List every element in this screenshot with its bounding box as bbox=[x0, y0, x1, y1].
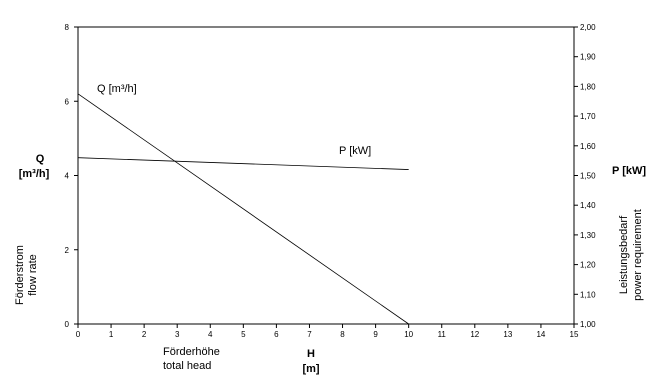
right-tick-label: 1,20 bbox=[580, 261, 596, 270]
x-axis-ticks: 0 1 2 3 4 5 6 7 8 9 10 11 12 13 14 15 bbox=[76, 324, 579, 339]
left-axis-unit: [m³/h] bbox=[19, 168, 50, 180]
right-tick-label: 1,90 bbox=[580, 53, 596, 62]
right-tick-label: 1,80 bbox=[580, 82, 596, 91]
x-tick-label: 13 bbox=[503, 330, 512, 339]
x-axis-label-en: total head bbox=[163, 360, 211, 372]
x-tick-label: 5 bbox=[241, 330, 246, 339]
x-tick-label: 3 bbox=[175, 330, 180, 339]
series-label-q: Q [m³/h] bbox=[97, 83, 137, 95]
x-tick-label: 9 bbox=[373, 330, 378, 339]
right-tick-label: 1,10 bbox=[580, 290, 596, 299]
x-axis-unit: [m] bbox=[302, 363, 319, 375]
right-tick-label: 1,00 bbox=[580, 320, 596, 329]
right-axis-label-en: power requirement bbox=[632, 209, 644, 301]
left-tick-label: 2 bbox=[65, 246, 70, 255]
left-axis-ticks: 0 2 4 6 8 bbox=[65, 23, 78, 329]
right-axis-symbol: P [kW] bbox=[612, 165, 646, 177]
right-tick-label: 1,40 bbox=[580, 201, 596, 210]
x-tick-label: 8 bbox=[340, 330, 345, 339]
right-tick-label: 1,30 bbox=[580, 231, 596, 240]
right-axis-label-de: Leistungsbedarf bbox=[618, 215, 630, 294]
left-axis-symbol: Q bbox=[36, 153, 45, 165]
right-tick-label: 1,50 bbox=[580, 172, 596, 181]
x-tick-label: 7 bbox=[307, 330, 312, 339]
x-tick-label: 1 bbox=[109, 330, 114, 339]
plot-frame bbox=[77, 26, 575, 325]
left-tick-label: 8 bbox=[65, 23, 70, 32]
series-line-0 bbox=[77, 93, 409, 325]
left-tick-label: 0 bbox=[65, 320, 70, 329]
x-axis-symbol: H bbox=[307, 348, 315, 360]
x-tick-label: 12 bbox=[470, 330, 479, 339]
right-tick-label: 2,00 bbox=[580, 23, 596, 32]
x-tick-label: 6 bbox=[274, 330, 279, 339]
series-line-1 bbox=[77, 157, 409, 170]
right-tick-label: 1,70 bbox=[580, 112, 596, 121]
x-tick-label: 2 bbox=[142, 330, 147, 339]
series-lines bbox=[77, 93, 409, 325]
left-axis-label-de: Förderstrom bbox=[14, 245, 26, 305]
x-tick-label: 4 bbox=[208, 330, 213, 339]
right-tick-label: 1,60 bbox=[580, 142, 596, 151]
x-axis-label-de: Förderhöhe bbox=[163, 346, 220, 358]
left-axis-label-en: flow rate bbox=[27, 254, 39, 296]
x-tick-label: 11 bbox=[438, 330, 447, 339]
x-tick-label: 14 bbox=[536, 330, 545, 339]
right-axis-ticks: 1,00 1,10 1,20 1,30 1,40 1,50 1,60 1,70 1,80 1,90… bbox=[574, 23, 596, 329]
x-tick-label: 10 bbox=[404, 330, 413, 339]
x-tick-label: 0 bbox=[76, 330, 81, 339]
left-tick-label: 4 bbox=[65, 172, 70, 181]
left-tick-label: 6 bbox=[65, 97, 70, 106]
series-label-p: P [kW] bbox=[339, 145, 371, 157]
x-tick-label: 15 bbox=[570, 330, 579, 339]
